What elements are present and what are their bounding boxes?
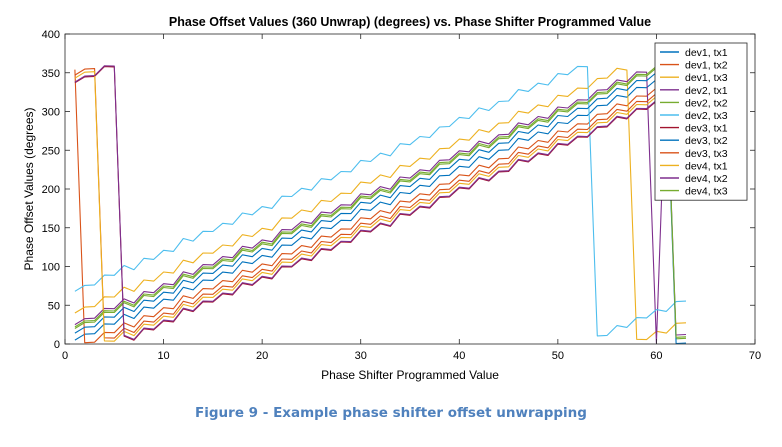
y-tick-label: 250 (42, 145, 60, 157)
figure-caption: Figure 9 - Example phase shifter offset … (195, 405, 587, 421)
y-axis-label: Phase Offset Values (degrees) (22, 108, 36, 271)
series-line-12 (74, 65, 687, 338)
series-line-9 (74, 68, 687, 339)
legend-label: dev2, tx2 (685, 97, 728, 109)
legend-label: dev4, tx3 (685, 186, 728, 198)
x-tick-label: 30 (355, 350, 367, 362)
x-tick-label: 40 (453, 350, 465, 362)
series-line-2 (74, 69, 687, 344)
axis-ticks: 0 10 20 30 40 50 60 70 0 50 100 150 200 250 300 350 400 (42, 29, 761, 362)
y-tick-label: 200 (42, 184, 60, 196)
legend-label: dev2, tx3 (685, 110, 728, 122)
x-tick-label: 0 (62, 350, 68, 362)
y-tick-label: 300 (42, 107, 60, 119)
series-line-10 (74, 71, 687, 342)
legend-label: dev3, tx3 (685, 148, 728, 160)
series-line-8 (74, 71, 687, 345)
chart-title: Phase Offset Values (360 Unwrap) (degree… (169, 15, 651, 29)
legend-label: dev3, tx1 (685, 123, 728, 135)
series-lines (74, 65, 687, 345)
x-axis-label: Phase Shifter Programmed Value (321, 368, 499, 382)
series-line-6 (74, 65, 687, 337)
legend-label: dev1, tx2 (685, 60, 728, 72)
series-line-4 (74, 65, 687, 344)
x-tick-label: 20 (256, 350, 268, 362)
legend-box (654, 42, 748, 201)
legend-label: dev2, tx1 (685, 85, 728, 97)
series-line-1 (74, 70, 687, 341)
legend-label: dev3, tx2 (685, 135, 728, 147)
series-line-5 (74, 67, 687, 340)
y-tick-label: 350 (42, 68, 60, 80)
x-tick-label: 70 (749, 350, 761, 362)
legend-label: dev1, tx1 (685, 47, 728, 59)
y-tick-label: 400 (42, 29, 60, 41)
legend-label: dev4, tx2 (685, 173, 728, 185)
x-tick-label: 10 (157, 350, 169, 362)
y-tick-label: 150 (42, 223, 60, 235)
x-tick-label: 50 (552, 350, 564, 362)
y-tick-label: 50 (48, 300, 60, 312)
plot-area (65, 34, 755, 344)
series-line-11 (74, 65, 687, 340)
x-tick-label: 60 (650, 350, 662, 362)
y-tick-label: 100 (42, 262, 60, 274)
legend-label: dev4, tx1 (685, 160, 728, 172)
series-line-3 (74, 67, 687, 341)
y-tick-label: 0 (54, 339, 60, 351)
legend-label: dev1, tx3 (685, 72, 728, 84)
